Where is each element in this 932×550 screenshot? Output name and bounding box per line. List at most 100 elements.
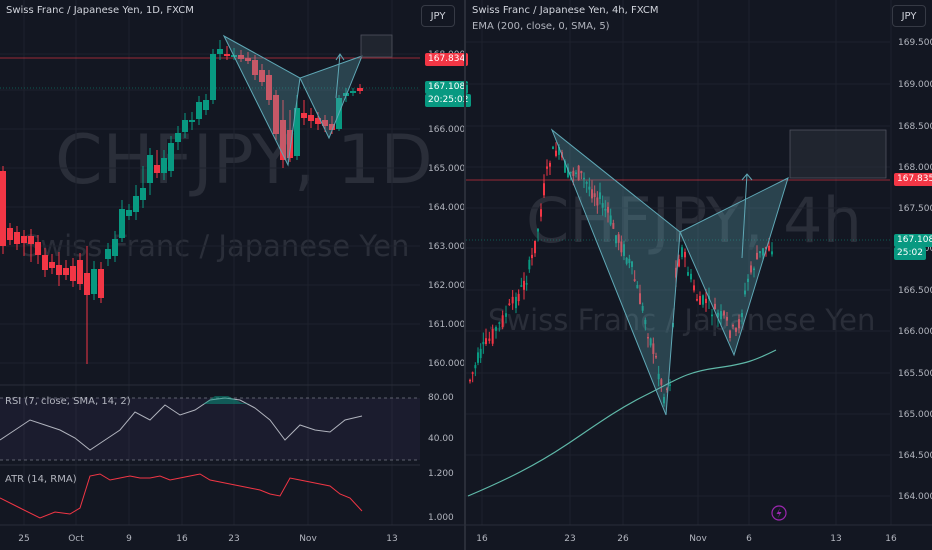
candle	[702, 295, 704, 305]
candle	[657, 373, 660, 380]
candle	[508, 303, 511, 306]
pane-divider[interactable]	[464, 0, 466, 550]
left-currency-button[interactable]: JPY	[421, 5, 455, 27]
left-time-axis[interactable]: 25 Oct 9 16 23 Nov 13	[18, 534, 397, 544]
candle	[350, 91, 356, 93]
projection-arrow	[335, 53, 341, 99]
left-grid	[0, 0, 464, 526]
price-tick: 168.000	[898, 163, 932, 173]
right-chart-pane[interactable]: CHFJPY, 4h Swiss Franc / Japanese Yen 16…	[466, 0, 932, 550]
candle	[322, 120, 328, 126]
right-price-axis[interactable]: 169.500169.000168.500168.000167.500167.0…	[898, 38, 932, 502]
candle	[604, 208, 607, 211]
time-tick: 16	[885, 534, 897, 544]
candle	[711, 314, 713, 317]
price-tick: 162.000	[428, 281, 464, 291]
candle	[70, 266, 76, 281]
ema-indicator-label[interactable]: EMA (200, close, 0, SMA, 5)	[472, 21, 610, 32]
right-price-tag-red: 167.835	[894, 173, 932, 186]
candle	[572, 170, 575, 176]
candle	[729, 330, 731, 338]
candle	[98, 269, 104, 298]
candle	[669, 384, 671, 386]
price-tick: 164.000	[428, 203, 464, 213]
candle	[693, 285, 695, 291]
price-tick: 163.000	[428, 242, 464, 252]
candle	[601, 203, 604, 208]
candle	[552, 146, 554, 150]
candle	[224, 54, 230, 56]
candle	[756, 252, 758, 260]
candle	[546, 166, 548, 169]
candle	[615, 235, 617, 244]
right-time-axis[interactable]: 16 23 26 Nov 6 13 16	[476, 534, 897, 544]
rsi-tick: 80.00	[428, 393, 454, 403]
right-currency-button[interactable]: JPY	[892, 5, 926, 27]
candle	[543, 183, 545, 196]
candle	[501, 315, 504, 327]
candle	[558, 146, 560, 155]
candle	[511, 296, 514, 304]
candle	[474, 365, 477, 369]
candle	[599, 192, 601, 199]
candle	[273, 95, 279, 134]
candle	[485, 338, 487, 344]
candle	[14, 232, 20, 244]
candle	[266, 75, 272, 100]
price-tick: 167.500	[898, 204, 932, 214]
candle	[636, 285, 639, 289]
candle	[567, 167, 569, 178]
price-tick: 164.500	[898, 451, 932, 461]
candle	[717, 312, 719, 318]
candle	[644, 319, 647, 325]
right-chart-canvas[interactable]: CHFJPY, 4h Swiss Franc / Japanese Yen 16…	[466, 0, 932, 550]
candle	[705, 298, 707, 304]
right-countdown-tag: 25:02	[894, 247, 926, 260]
candle	[471, 372, 474, 374]
lightning-icon[interactable]	[771, 505, 787, 521]
atr-tick: 1.000	[428, 513, 454, 523]
candle	[620, 241, 623, 253]
candle	[655, 355, 657, 358]
left-price-axis[interactable]: 168.000167.000166.000165.000164.000163.0…	[428, 50, 464, 523]
price-tick: 166.000	[898, 327, 932, 337]
candle	[596, 197, 599, 206]
candle	[623, 244, 625, 256]
ema-curve	[467, 349, 777, 497]
right-candles	[469, 142, 773, 407]
atr-label[interactable]: ATR (14, RMA)	[5, 474, 77, 485]
candle	[580, 171, 583, 174]
left-chart-pane[interactable]: CHFJPY, 1D Swiss Franc / Japanese Yen 16…	[0, 0, 472, 550]
candle	[628, 258, 631, 264]
candle	[531, 254, 533, 259]
candle	[182, 120, 188, 132]
rsi-label[interactable]: RSI (7, close, SMA, 14, 2)	[5, 396, 131, 407]
candle	[329, 124, 335, 130]
candle	[84, 273, 90, 295]
price-tick: 164.000	[898, 492, 932, 502]
ema-line	[467, 349, 777, 497]
candle	[35, 242, 41, 255]
atr-line	[0, 473, 363, 519]
candle	[744, 290, 746, 295]
rsi-pane	[0, 396, 420, 461]
pattern-triangle	[550, 128, 681, 416]
candle	[488, 338, 491, 341]
candle	[189, 120, 195, 122]
atr-tick: 1.200	[428, 469, 454, 479]
candle	[357, 88, 363, 91]
price-tick: 166.500	[898, 286, 932, 296]
left-chart-canvas[interactable]: CHFJPY, 1D Swiss Franc / Japanese Yen 16…	[0, 0, 464, 550]
candle	[684, 251, 686, 258]
candle	[666, 388, 668, 391]
time-tick: 6	[746, 534, 752, 544]
candle	[583, 177, 585, 180]
right-chart-title: Swiss Franc / Japanese Yen, 4h, FXCM	[472, 5, 659, 16]
rsi-line	[0, 397, 363, 451]
candle	[747, 278, 749, 283]
candle	[617, 234, 620, 243]
left-chart-title: Swiss Franc / Japanese Yen, 1D, FXCM	[6, 5, 194, 16]
candle	[28, 236, 34, 244]
candle	[762, 248, 764, 256]
candle	[0, 171, 6, 246]
